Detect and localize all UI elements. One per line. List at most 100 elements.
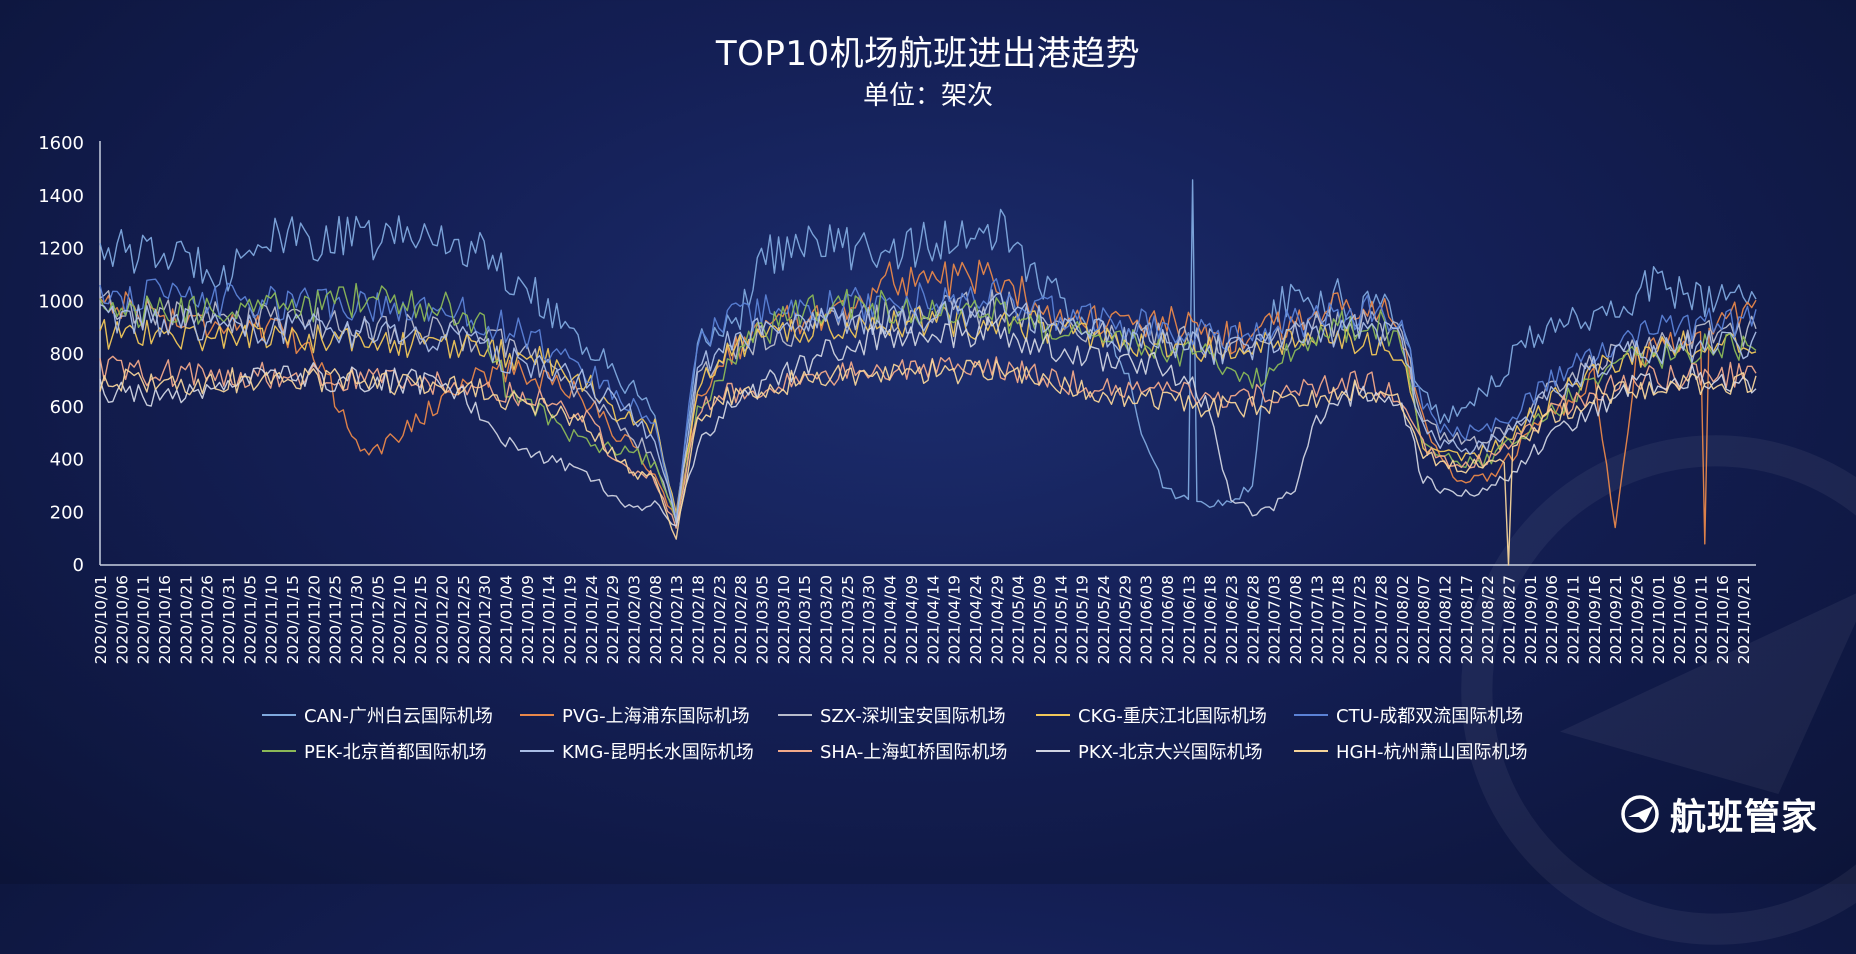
x-tick-label: 2021/06/18 bbox=[1202, 575, 1220, 664]
legend-label: KMG-昆明长水国际机场 bbox=[562, 742, 754, 763]
x-tick-label: 2021/04/19 bbox=[946, 575, 964, 664]
y-tick-label: 200 bbox=[50, 502, 84, 523]
x-tick-label: 2020/11/05 bbox=[241, 575, 259, 664]
x-tick-label: 2020/10/26 bbox=[199, 575, 217, 664]
x-tick-label: 2020/10/31 bbox=[220, 575, 238, 664]
x-tick-label: 2021/02/03 bbox=[626, 575, 644, 664]
legend-label: CKG-重庆江北国际机场 bbox=[1078, 706, 1267, 727]
y-tick-label: 1600 bbox=[38, 133, 84, 154]
x-tick-label: 2021/07/03 bbox=[1266, 575, 1284, 664]
x-tick-label: 2021/09/26 bbox=[1628, 575, 1646, 664]
y-tick-label: 1000 bbox=[38, 291, 84, 312]
x-tick-label: 2021/10/01 bbox=[1650, 575, 1668, 664]
series-line bbox=[99, 278, 1757, 520]
legend-label: SZX-深圳宝安国际机场 bbox=[820, 706, 1006, 727]
legend-swatch bbox=[778, 714, 812, 716]
x-tick-label: 2021/10/06 bbox=[1671, 575, 1689, 664]
legend-label: PEK-北京首都国际机场 bbox=[304, 742, 487, 763]
series-line bbox=[99, 355, 1757, 529]
x-tick-label: 2021/08/12 bbox=[1436, 575, 1454, 664]
title-block: TOP10机场航班进出港趋势 单位：架次 bbox=[0, 30, 1856, 114]
legend-item: CAN-广州白云国际机场 bbox=[262, 702, 520, 728]
series-line bbox=[99, 292, 1757, 524]
x-tick-label: 2020/12/20 bbox=[433, 575, 451, 664]
legend-item: KMG-昆明长水国际机场 bbox=[520, 738, 778, 764]
x-tick-label: 2020/11/20 bbox=[305, 575, 323, 664]
x-tick-label: 2021/04/14 bbox=[924, 575, 942, 664]
legend-swatch bbox=[778, 750, 812, 752]
x-tick-label: 2021/08/27 bbox=[1500, 575, 1518, 664]
x-tick-label: 2021/06/23 bbox=[1223, 575, 1241, 664]
x-tick-label: 2021/09/01 bbox=[1522, 575, 1540, 664]
x-tick-label: 2021/02/08 bbox=[647, 575, 665, 664]
legend-swatch bbox=[1294, 750, 1328, 752]
x-tick-label: 2020/12/25 bbox=[455, 575, 473, 664]
x-tick-label: 2021/09/11 bbox=[1564, 575, 1582, 664]
legend-label: CTU-成都双流国际机场 bbox=[1336, 706, 1524, 727]
legend-swatch bbox=[262, 714, 296, 716]
y-tick-label: 400 bbox=[50, 450, 84, 471]
x-tick-label: 2020/11/25 bbox=[327, 575, 345, 664]
x-tick-label: 2021/04/29 bbox=[988, 575, 1006, 664]
y-tick-label: 0 bbox=[73, 555, 84, 576]
legend-label: PVG-上海浦东国际机场 bbox=[562, 706, 750, 727]
legend-item: CKG-重庆江北国际机场 bbox=[1036, 702, 1294, 728]
x-tick-label: 2021/09/06 bbox=[1543, 575, 1561, 664]
legend-swatch bbox=[1036, 750, 1070, 752]
legend-swatch bbox=[1036, 714, 1070, 716]
series-line bbox=[99, 358, 1757, 566]
legend-item: SZX-深圳宝安国际机场 bbox=[778, 702, 1036, 728]
x-tick-label: 2021/05/19 bbox=[1074, 575, 1092, 664]
x-tick-label: 2020/10/06 bbox=[113, 575, 131, 664]
x-tick-label: 2021/05/14 bbox=[1052, 575, 1070, 664]
x-tick-label: 2020/12/05 bbox=[369, 575, 387, 664]
legend-label: CAN-广州白云国际机场 bbox=[304, 706, 493, 727]
x-tick-label: 2021/07/08 bbox=[1287, 575, 1305, 664]
x-tick-label: 2021/03/15 bbox=[796, 575, 814, 664]
legend-row: PEK-北京首都国际机场 KMG-昆明长水国际机场 SHA-上海虹桥国际机场 PKX-… bbox=[262, 733, 1662, 769]
legend-item: PEK-北京首都国际机场 bbox=[262, 738, 520, 764]
series-line bbox=[99, 282, 1757, 523]
x-tick-label: 2021/01/14 bbox=[540, 575, 558, 664]
x-tick-label: 2021/06/13 bbox=[1180, 575, 1198, 664]
legend-item: HGH-杭州萧山国际机场 bbox=[1294, 738, 1552, 764]
legend-row: CAN-广州白云国际机场 PVG-上海浦东国际机场 SZX-深圳宝安国际机场 CKG-… bbox=[262, 697, 1662, 733]
x-tick-label: 2021/01/24 bbox=[583, 575, 601, 664]
y-tick-label: 1200 bbox=[38, 239, 84, 260]
plane-logo-icon bbox=[1621, 795, 1659, 833]
chart-title: TOP10机场航班进出港趋势 bbox=[715, 34, 1141, 74]
x-tick-label: 2021/04/09 bbox=[903, 575, 921, 664]
x-tick-label: 2021/01/29 bbox=[604, 575, 622, 664]
series-line bbox=[99, 179, 1757, 524]
x-tick-label: 2021/09/21 bbox=[1607, 575, 1625, 664]
x-tick-label: 2021/08/02 bbox=[1394, 575, 1412, 664]
x-tick-label: 2020/11/10 bbox=[263, 575, 281, 664]
x-tick-label: 2021/05/24 bbox=[1095, 575, 1113, 664]
brand-name: 航班管家 bbox=[1669, 797, 1818, 838]
x-tick-label: 2020/10/21 bbox=[177, 575, 195, 664]
legend-swatch bbox=[520, 714, 554, 716]
legend-item: CTU-成都双流国际机场 bbox=[1294, 702, 1552, 728]
legend: CAN-广州白云国际机场 PVG-上海浦东国际机场 SZX-深圳宝安国际机场 CKG-… bbox=[262, 697, 1662, 769]
legend-item: PKX-北京大兴国际机场 bbox=[1036, 738, 1294, 764]
x-tick-label: 2021/04/04 bbox=[882, 575, 900, 664]
y-tick-label: 1400 bbox=[38, 186, 84, 207]
chart-subtitle: 单位：架次 bbox=[862, 81, 993, 111]
legend-item: SHA-上海虹桥国际机场 bbox=[778, 738, 1036, 764]
x-tick-label: 2021/10/11 bbox=[1693, 575, 1711, 664]
x-tick-label: 2021/02/18 bbox=[690, 575, 708, 664]
x-tick-label: 2020/10/01 bbox=[92, 575, 110, 664]
legend-label: SHA-上海虹桥国际机场 bbox=[820, 742, 1008, 763]
series-line bbox=[99, 259, 1757, 545]
x-tick-label: 2021/06/03 bbox=[1138, 575, 1156, 664]
x-tick-label: 2020/12/30 bbox=[476, 575, 494, 664]
legend-label: HGH-杭州萧山国际机场 bbox=[1336, 742, 1528, 763]
legend-swatch bbox=[520, 750, 554, 752]
series-line bbox=[99, 305, 1757, 514]
x-tick-label: 2021/08/07 bbox=[1415, 575, 1433, 664]
x-tick-label: 2021/09/16 bbox=[1586, 575, 1604, 664]
x-tick-label: 2021/03/10 bbox=[775, 575, 793, 664]
x-tick-label: 2020/10/11 bbox=[135, 575, 153, 664]
x-tick-label: 2021/03/30 bbox=[860, 575, 878, 664]
